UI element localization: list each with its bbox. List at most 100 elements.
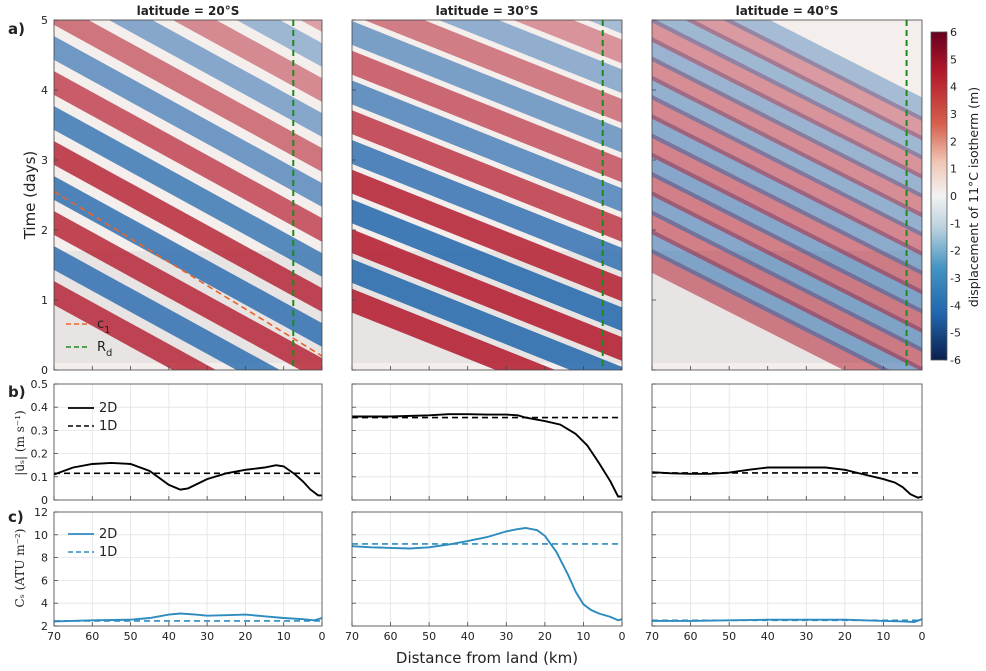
legend-a-c1-label: c1 [97,317,111,336]
panel-label-a: a) [8,20,25,38]
ytick-label-a-0: 2 [41,224,48,237]
positive-band-2 [652,20,922,179]
positive-band-0 [54,20,322,172]
legend-a-rd-label: Rd [97,340,112,359]
series-2d-b-2 [651,466,923,499]
ytick-label-b-0: 0.3 [31,424,49,437]
ytick-label-c-0: 12 [34,506,48,519]
axes-frame-c-2 [651,511,923,627]
colorbar-tick-label: 4 [950,81,957,94]
axes-frame-c-0 [53,511,323,627]
legend-c-1d-label: 1D [99,545,117,560]
ytick-label-b-0: 0.5 [31,378,49,391]
xtick-label-c-1: 0 [619,630,626,643]
negative-band-1 [352,80,622,213]
negative-band-1 [352,140,622,272]
series-2d-b-0 [53,461,322,497]
xtick-label-c-2: 40 [761,630,775,643]
xtick-label-c-1: 40 [461,630,475,643]
xtick-label-c-0: 30 [200,630,214,643]
axes-frame-b-0 [53,383,323,501]
xtick-label-c-1: 10 [576,630,590,643]
colorbar-tick-label: 3 [950,108,957,121]
colorbar [930,31,948,361]
negative-band-2 [722,20,922,122]
ytick-label-b-0: 0.2 [31,448,49,461]
negative-band-2 [652,75,922,237]
axes-frame-b-2 [651,383,923,501]
ytick-label-b-0: 0.1 [31,471,49,484]
negative-band-0 [54,246,280,370]
text-layer: a) b) c) latitude = 20°S latitude = 30°S… [8,4,981,667]
axes-frame-c-1 [351,511,623,627]
colorbar-tick-label: -6 [950,354,961,367]
ytick-label-c-0: 4 [41,597,48,610]
xtick-label-c-0: 40 [162,630,176,643]
colorbar-tick-label: 5 [950,53,957,66]
positive-band-2 [652,94,922,256]
colorbar-tick-label: -1 [950,217,961,230]
positive-band-0 [54,281,217,370]
ytick-label-a-0: 5 [41,14,48,27]
negative-band-1 [587,20,622,34]
negative-band-2 [652,37,922,199]
ytick-label-c-0: 8 [41,552,48,565]
legend-a: c1 Rd [66,317,112,359]
series-2d-c-0 [53,612,323,623]
negative-band-2 [652,114,922,276]
xtick-label-c-2: 10 [876,630,890,643]
negative-band-0 [54,176,322,347]
xtick-label-c-0: 20 [238,630,252,643]
positive-band-0 [300,20,322,32]
legend-b-1d-label: 1D [99,419,117,434]
positive-band-2 [652,171,922,333]
ytick-label-b-0: 0.4 [31,401,49,414]
ytick-label-c-0: 2 [41,620,48,633]
axes-frame-a-1 [351,19,623,371]
negative-band-1 [352,259,622,370]
legend-b-2d-label: 2D [99,401,117,416]
xtick-label-c-2: 0 [919,630,926,643]
legend-c-2d-label: 2D [99,527,117,542]
heatmap-0 [54,20,322,370]
column-title-30s: latitude = 30°S [436,4,539,18]
negative-band-2 [652,191,922,353]
positive-band-0 [54,71,322,242]
xtick-label-c-1: 60 [384,630,398,643]
positive-band-1 [364,20,622,123]
x-axis-label: Distance from land (km) [396,649,578,667]
xtick-label-c-2: 70 [645,630,659,643]
colorbar-label: displacement of 11°C isotherm (m) [966,87,981,307]
ytick-label-a-0: 3 [41,154,48,167]
ytick-label-a-0: 0 [41,364,48,377]
colorbar-tick-label: 0 [950,190,957,203]
positive-band-0 [54,141,322,312]
xtick-label-c-1: 20 [538,630,552,643]
axes-frame-b-1 [351,383,623,501]
xtick-label-c-1: 30 [499,630,513,643]
xtick-label-c-2: 20 [838,630,852,643]
a-ylabel: Time (days) [21,151,39,241]
xtick-label-c-2: 60 [684,630,698,643]
negative-band-2 [652,20,922,160]
xtick-label-c-0: 70 [47,630,61,643]
heatmap-2 [652,20,922,370]
colorbar-tick-label: 6 [950,26,957,39]
ytick-label-a-0: 1 [41,294,48,307]
b-ylabel: |u⃗ₛ| (m s⁻¹) [13,410,27,475]
colorbar-tick-label: -5 [950,327,961,340]
positive-band-0 [54,211,322,370]
data-layer [53,20,923,623]
colorbar-tick-label: -2 [950,245,961,258]
negative-band-1 [352,21,622,153]
xtick-label-c-0: 0 [319,630,326,643]
positive-band-0 [172,20,322,102]
positive-band-1 [352,229,622,361]
series-2d-c-1 [351,527,623,622]
negative-band-1 [438,20,622,94]
negative-band-2 [652,152,922,314]
legend-c: 2D 1D [68,527,117,560]
negative-band-0 [54,36,322,207]
